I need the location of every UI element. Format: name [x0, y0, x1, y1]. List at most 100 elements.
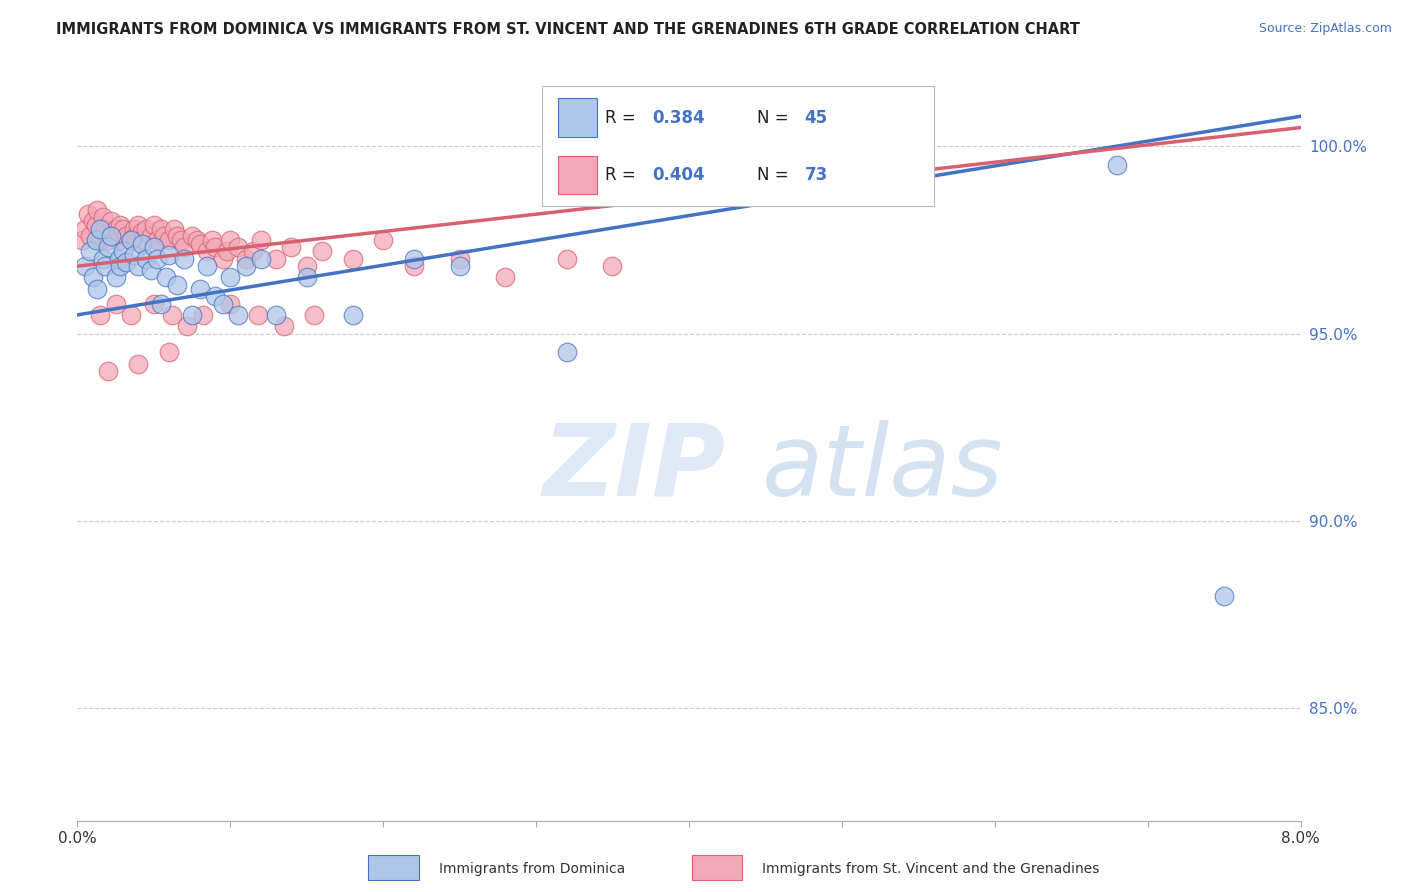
Point	[100, 214, 122, 228]
Point	[555, 345, 578, 359]
Point	[250, 252, 273, 266]
Point	[226, 308, 249, 322]
Point	[555, 252, 578, 266]
Point	[89, 221, 111, 235]
Point	[295, 259, 318, 273]
Point	[104, 221, 127, 235]
Point	[79, 244, 101, 259]
Point	[104, 296, 127, 310]
Point	[217, 244, 239, 259]
Point	[219, 296, 242, 310]
Point	[70, 233, 93, 247]
Point	[131, 226, 153, 240]
Point	[112, 221, 135, 235]
Point	[250, 233, 273, 247]
Point	[195, 259, 218, 273]
Point	[97, 364, 120, 378]
Point	[84, 218, 107, 232]
Point	[107, 233, 129, 247]
Point	[157, 233, 180, 247]
Point	[73, 221, 96, 235]
Point	[181, 229, 204, 244]
Point	[1213, 589, 1236, 603]
Point	[115, 255, 138, 269]
Point	[132, 233, 155, 247]
Point	[157, 248, 180, 262]
Point	[77, 207, 100, 221]
Point	[101, 226, 124, 240]
Point	[304, 308, 326, 322]
Point	[295, 270, 318, 285]
Point	[97, 233, 120, 247]
Point	[122, 221, 145, 235]
Point	[139, 263, 162, 277]
Point	[371, 233, 394, 247]
Point	[122, 248, 145, 262]
Point	[91, 211, 114, 225]
Point	[146, 252, 169, 266]
Point	[120, 308, 142, 322]
Point	[602, 259, 624, 273]
Text: Immigrants from Dominica: Immigrants from Dominica	[439, 862, 624, 876]
Point	[86, 282, 108, 296]
Point	[235, 259, 257, 273]
Point	[273, 319, 295, 334]
Point	[449, 252, 471, 266]
Point	[170, 233, 193, 247]
Point	[226, 240, 249, 254]
Point	[219, 270, 242, 285]
Point	[104, 270, 127, 285]
Text: IMMIGRANTS FROM DOMINICA VS IMMIGRANTS FROM ST. VINCENT AND THE GRENADINES 6TH G: IMMIGRANTS FROM DOMINICA VS IMMIGRANTS F…	[56, 22, 1080, 37]
Point	[219, 233, 242, 247]
Point	[166, 229, 188, 244]
Point	[150, 221, 173, 235]
Point	[91, 252, 114, 266]
Point	[94, 259, 117, 273]
Point	[166, 277, 188, 292]
Point	[153, 229, 176, 244]
Point	[204, 289, 226, 303]
Text: Source: ZipAtlas.com: Source: ZipAtlas.com	[1258, 22, 1392, 36]
Point	[201, 233, 224, 247]
Point	[235, 252, 257, 266]
Text: ZIP: ZIP	[543, 420, 725, 517]
FancyBboxPatch shape	[692, 855, 742, 880]
Point	[211, 296, 233, 310]
Point	[79, 229, 101, 244]
Text: atlas: atlas	[762, 420, 1004, 517]
Point	[402, 259, 425, 273]
Point	[157, 345, 180, 359]
Point	[204, 240, 226, 254]
Point	[100, 229, 122, 244]
FancyBboxPatch shape	[368, 855, 419, 880]
Point	[112, 244, 135, 259]
Point	[264, 252, 287, 266]
Point	[142, 240, 165, 254]
Point	[173, 240, 195, 254]
Point	[146, 233, 169, 247]
Point	[495, 270, 517, 285]
Point	[97, 240, 120, 254]
Point	[94, 221, 117, 235]
Point	[128, 259, 150, 273]
Point	[89, 308, 111, 322]
Point	[163, 221, 186, 235]
Point	[107, 252, 129, 266]
Point	[82, 214, 104, 228]
Point	[89, 233, 111, 247]
Point	[186, 233, 208, 247]
Point	[246, 308, 269, 322]
Point	[176, 319, 198, 334]
Point	[188, 236, 211, 251]
Point	[311, 244, 333, 259]
Point	[173, 252, 195, 266]
Point	[449, 259, 471, 273]
Point	[188, 282, 211, 296]
Point	[264, 308, 287, 322]
Point	[342, 252, 364, 266]
Text: Immigrants from St. Vincent and the Grenadines: Immigrants from St. Vincent and the Gren…	[762, 862, 1099, 876]
Point	[84, 233, 107, 247]
Point	[142, 296, 165, 310]
Point	[115, 229, 138, 244]
Point	[135, 221, 157, 235]
